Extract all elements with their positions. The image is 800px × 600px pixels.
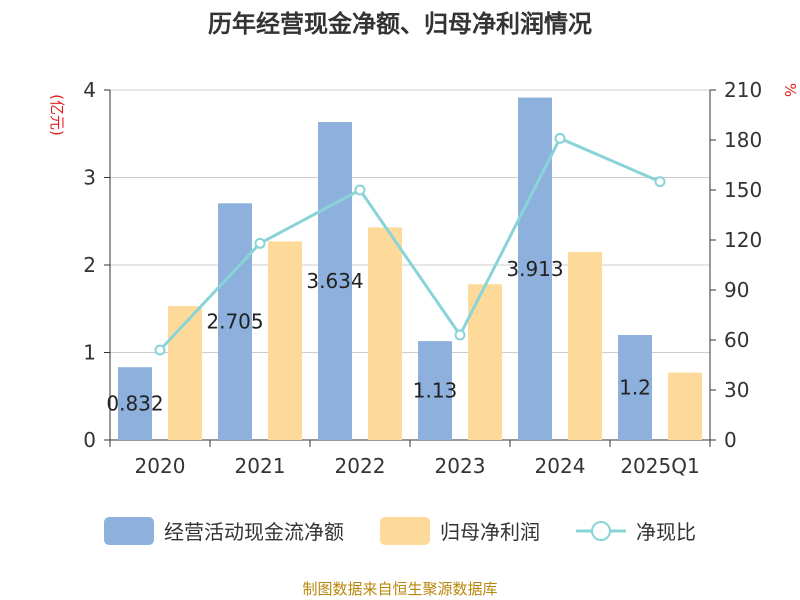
- chart-plot: 0 1 2 3 4 0 30 60 90 120 150 180 210 (亿元)% 2020 2021 202…: [48, 78, 799, 478]
- right-axis-tick-label: 30: [724, 378, 749, 402]
- left-axis-tick-label: 3: [83, 166, 96, 190]
- bar-cashflow: [318, 122, 352, 441]
- bar-cashflow: [518, 97, 552, 441]
- right-axis-unit-label: %: [781, 83, 799, 97]
- data-label-cashflow: 3.634: [306, 269, 363, 293]
- x-axis-tick-label: 2020: [135, 454, 186, 478]
- point-cash-ratio: [254, 237, 266, 249]
- bar-cashflow: [218, 203, 252, 440]
- right-axis-tick-label: 180: [724, 128, 762, 152]
- data-label-cashflow: 2.705: [206, 310, 263, 334]
- chart-title: 历年经营现金净额、归母净利润情况: [208, 10, 592, 38]
- bar-net-profit: [668, 372, 702, 440]
- x-axis-tick-label: 2022: [335, 454, 386, 478]
- legend-item-net-profit[interactable]: 归母净利润: [380, 516, 540, 545]
- left-axis-tick-label: 0: [83, 428, 96, 452]
- left-axis-tick-label: 2: [83, 253, 96, 277]
- legend-item-cashflow[interactable]: 经营活动现金流净额: [104, 516, 344, 545]
- bar-net-profit: [568, 251, 602, 440]
- bar-net-profit: [268, 241, 302, 440]
- legend-label-net-profit: 归母净利润: [440, 520, 540, 544]
- right-axis-tick-label: 210: [724, 78, 762, 102]
- bar-net-profit: [368, 227, 402, 440]
- legend-item-cash-ratio[interactable]: 净现比: [576, 516, 696, 545]
- left-axis-tick-label: 4: [83, 78, 96, 102]
- line-cash-ratio: [158, 136, 661, 352]
- left-axis-tick-label: 1: [83, 341, 96, 365]
- legend-swatch-cash-ratio: [576, 520, 626, 541]
- point-cash-ratio: [454, 329, 466, 341]
- right-axis-tick-label: 90: [724, 278, 749, 302]
- left-axis-unit-label: (亿元): [48, 94, 66, 136]
- data-label-cashflow: 0.832: [106, 392, 163, 416]
- point-cash-ratio: [354, 184, 366, 196]
- data-label-cashflow: 1.2: [619, 376, 651, 400]
- right-axis-tick-label: 60: [724, 328, 749, 352]
- x-axis-tick-label: 2024: [535, 454, 586, 478]
- right-axis-tick-label: 150: [724, 178, 762, 202]
- legend-swatch-cashflow: [104, 516, 154, 545]
- chart-legend: 经营活动现金流净额 归母净利润 净现比: [0, 516, 800, 545]
- bar-cashflow: [118, 367, 152, 440]
- x-axis-tick-label: 2021: [235, 454, 286, 478]
- point-cash-ratio: [654, 176, 666, 188]
- x-axis-tick-label: 2023: [435, 454, 486, 478]
- point-cash-ratio: [154, 344, 166, 356]
- right-axis-tick-label: 120: [724, 228, 762, 252]
- right-axis-tick-label: 0: [724, 428, 737, 452]
- point-cash-ratio: [554, 132, 566, 144]
- bar-cashflow: [418, 341, 452, 440]
- x-axis-tick-label: 2025Q1: [620, 454, 699, 478]
- legend-label-cashflow: 经营活动现金流净额: [164, 520, 344, 544]
- data-label-cashflow: 3.913: [506, 257, 563, 281]
- legend-swatch-net-profit: [380, 516, 430, 545]
- bar-cashflow: [618, 335, 652, 440]
- data-label-cashflow: 1.13: [413, 379, 458, 403]
- bar-net-profit: [168, 306, 202, 440]
- source-note: 制图数据来自恒生聚源数据库: [302, 580, 498, 598]
- legend-label-cash-ratio: 净现比: [636, 520, 696, 544]
